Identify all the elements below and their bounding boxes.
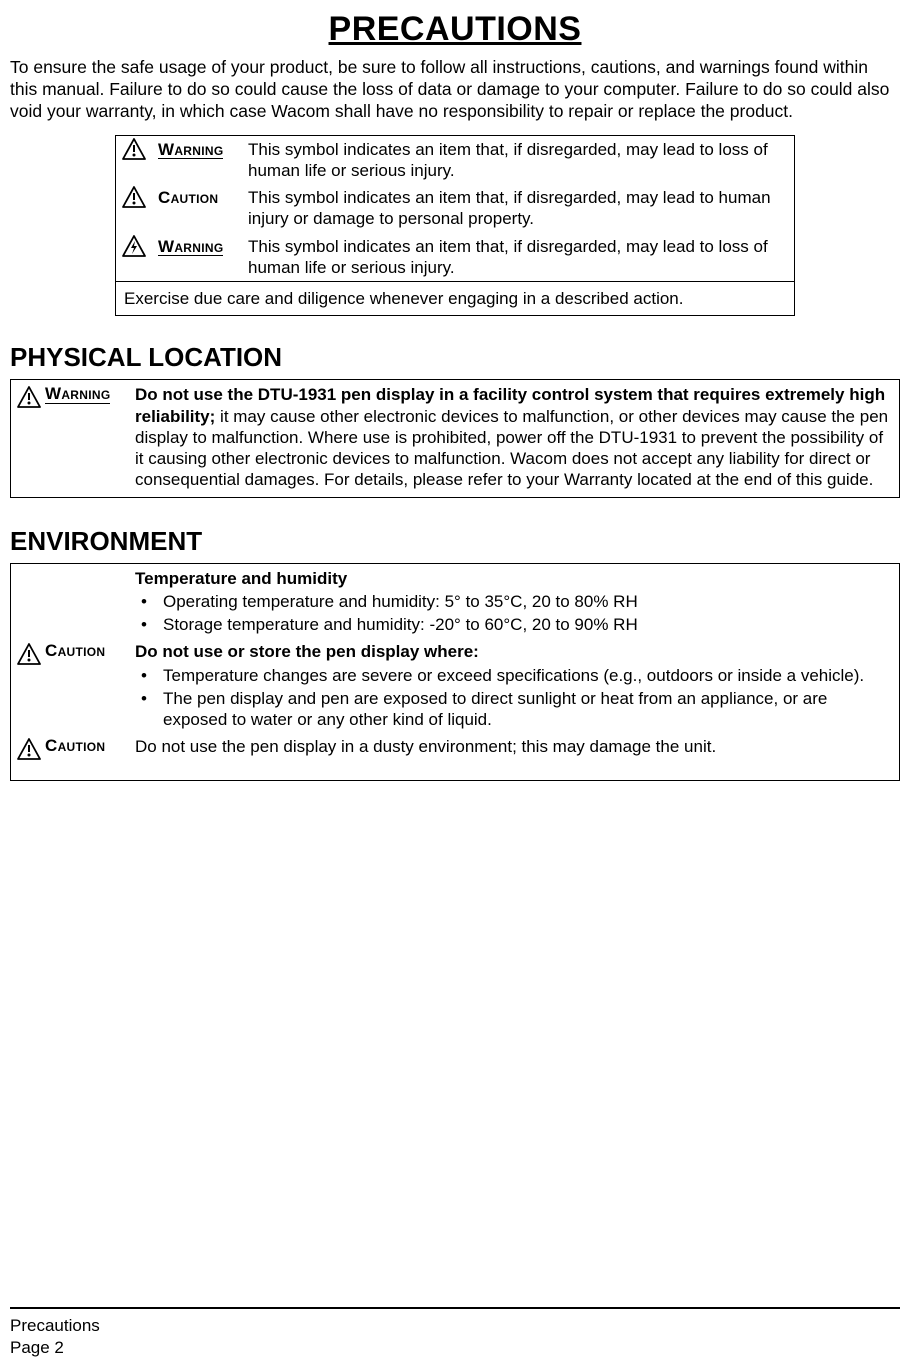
page-title: PRECAUTIONS	[10, 10, 900, 49]
list-item: Temperature changes are severe or exceed…	[163, 665, 893, 686]
list-item: Storage temperature and humidity: -20° t…	[163, 614, 893, 635]
symbol-description: This symbol indicates an item that, if d…	[242, 184, 795, 233]
warning-label: Warning	[45, 384, 135, 490]
page-footer: Precautions Page 2	[10, 1287, 900, 1359]
symbol-label: Warning	[152, 233, 242, 282]
symbol-row-warning-2: Warning This symbol indicates an item th…	[116, 233, 795, 282]
symbol-row-warning-1: Warning This symbol indicates an item th…	[116, 135, 795, 184]
symbol-label: Caution	[152, 184, 242, 233]
physical-location-text: Do not use the DTU-1931 pen display in a…	[135, 384, 893, 490]
env-storage-list: Temperature changes are severe or exceed…	[135, 665, 893, 731]
symbol-description: This symbol indicates an item that, if d…	[242, 135, 795, 184]
warning-label-text: Warning	[45, 385, 110, 404]
intro-paragraph: To ensure the safe usage of your product…	[10, 57, 900, 123]
caution-icon	[116, 184, 153, 233]
physical-text-tail: it may cause other electronic devices to…	[135, 407, 888, 490]
list-item: The pen display and pen are exposed to d…	[163, 688, 893, 731]
env-temperature-block: Temperature and humidity Operating tempe…	[17, 568, 893, 640]
symbol-description: This symbol indicates an item that, if d…	[242, 233, 795, 282]
symbol-label: Warning	[152, 135, 242, 184]
caution-label: Caution	[45, 641, 135, 734]
symbol-table-footer: Exercise due care and diligence whenever…	[116, 282, 795, 316]
environment-box: Temperature and humidity Operating tempe…	[10, 563, 900, 782]
warning-bolt-icon	[116, 233, 153, 282]
environment-heading: ENVIRONMENT	[10, 526, 900, 557]
env-temp-title: Temperature and humidity	[135, 568, 893, 589]
env-storage-title: Do not use or store the pen display wher…	[135, 641, 893, 662]
footer-page-number: Page 2	[10, 1337, 900, 1359]
symbol-row-caution: Caution This symbol indicates an item th…	[116, 184, 795, 233]
symbol-definition-table: Warning This symbol indicates an item th…	[115, 135, 795, 317]
caution-icon	[17, 736, 45, 760]
caution-label-text: Caution	[45, 737, 105, 755]
page: PRECAUTIONS To ensure the safe usage of …	[0, 0, 910, 1359]
footer-section-name: Precautions	[10, 1315, 900, 1337]
env-caution-storage-block: Caution Do not use or store the pen disp…	[17, 641, 893, 734]
warning-icon	[17, 384, 45, 490]
warning-label-text: Warning	[158, 141, 223, 160]
warning-icon	[116, 135, 153, 184]
caution-label-text: Caution	[45, 642, 105, 660]
env-caution-dust-block: Caution Do not use the pen display in a …	[17, 736, 893, 760]
warning-label-text: Warning	[158, 238, 223, 257]
caution-label: Caution	[45, 736, 135, 760]
list-item: Operating temperature and humidity: 5° t…	[163, 591, 893, 612]
env-dust-text: Do not use the pen display in a dusty en…	[135, 736, 893, 760]
env-temp-list: Operating temperature and humidity: 5° t…	[135, 591, 893, 636]
caution-label-text: Caution	[158, 189, 218, 207]
physical-location-box: Warning Do not use the DTU-1931 pen disp…	[10, 379, 900, 497]
physical-location-heading: PHYSICAL LOCATION	[10, 342, 900, 373]
caution-icon	[17, 641, 45, 734]
symbol-table-footer-text: Exercise due care and diligence whenever…	[116, 282, 795, 316]
